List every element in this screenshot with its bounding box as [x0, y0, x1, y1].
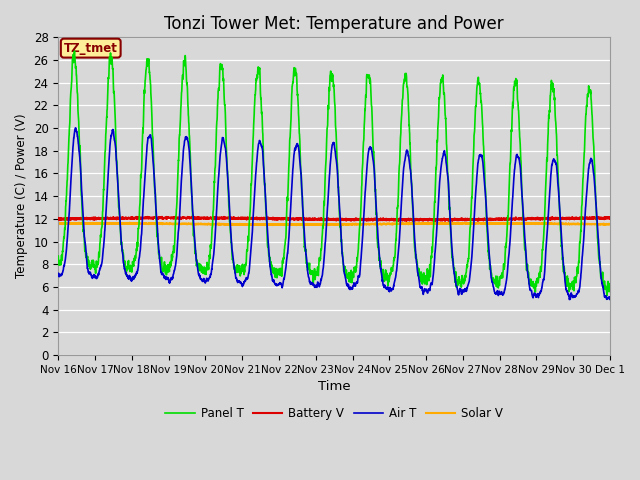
Battery V [54, 216, 62, 221]
Battery V [606, 215, 614, 221]
Battery V [474, 218, 482, 224]
Air T [266, 264, 274, 269]
Panel T [606, 281, 614, 287]
Line: Solar V: Solar V [58, 223, 610, 225]
Air T [536, 289, 544, 295]
Battery V [158, 214, 166, 220]
Solar V [606, 221, 614, 227]
Panel T [150, 171, 158, 177]
Solar V [292, 222, 300, 228]
Air T [72, 125, 79, 131]
Air T [596, 254, 604, 260]
Solar V [536, 221, 544, 227]
Panel T [603, 293, 611, 299]
Battery V [117, 215, 125, 221]
Battery V [290, 217, 298, 223]
Solar V [596, 221, 604, 227]
Legend: Panel T, Battery V, Air T, Solar V: Panel T, Battery V, Air T, Solar V [161, 402, 508, 425]
Battery V [536, 217, 544, 223]
Air T [606, 297, 614, 302]
Text: TZ_tmet: TZ_tmet [64, 42, 118, 55]
Solar V [266, 222, 274, 228]
Panel T [290, 68, 298, 73]
Panel T [118, 240, 125, 245]
Solar V [150, 221, 158, 227]
Panel T [536, 274, 544, 279]
Line: Battery V: Battery V [58, 217, 610, 221]
Battery V [266, 216, 274, 221]
Solar V [117, 221, 125, 227]
Panel T [70, 48, 78, 54]
Y-axis label: Temperature (C) / Power (V): Temperature (C) / Power (V) [15, 114, 28, 278]
Air T [566, 297, 573, 302]
Line: Air T: Air T [58, 128, 610, 300]
Battery V [150, 215, 158, 220]
Panel T [595, 259, 603, 264]
Solar V [54, 220, 62, 226]
Title: Tonzi Tower Met: Temperature and Power: Tonzi Tower Met: Temperature and Power [164, 15, 504, 33]
Panel T [54, 253, 62, 259]
Solar V [290, 221, 298, 227]
Air T [118, 241, 125, 247]
X-axis label: Time: Time [318, 380, 351, 393]
Battery V [596, 215, 604, 221]
Air T [150, 171, 158, 177]
Line: Panel T: Panel T [58, 51, 610, 296]
Air T [290, 152, 298, 158]
Panel T [266, 259, 274, 265]
Solar V [451, 220, 458, 226]
Air T [54, 271, 62, 277]
